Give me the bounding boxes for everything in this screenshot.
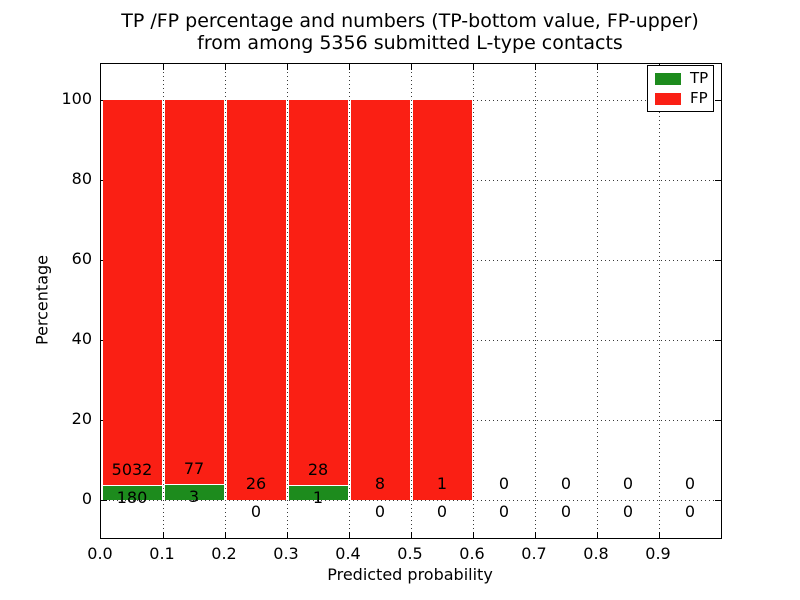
x-gridline [287,64,288,538]
tp-legend-label: TP [690,69,709,87]
x-gridline [411,64,412,538]
x-tick-label: 0.6 [459,544,485,563]
x-tick-label: 0.1 [149,544,175,563]
fp-bar-segment [164,100,224,484]
fp-count-label: 0 [684,474,696,493]
tp-count-label: 1 [312,488,324,508]
x-tick-label: 0.7 [521,544,547,563]
x-tick-label: 0.8 [583,544,609,563]
legend: TP FP [647,65,714,112]
y-tick-label: 40 [71,329,92,348]
x-tick-mark [287,532,288,538]
fp-count-label: 26 [245,474,267,493]
x-tick-mark [349,532,350,538]
x-gridline [659,64,660,538]
chart-title-line2: from among 5356 submitted L-type contact… [197,32,623,54]
fp-legend-label: FP [690,89,708,107]
legend-row-fp: FP [655,89,708,107]
y-tick-label: 0 [81,489,92,508]
tp-count-label: 3 [188,487,200,506]
x-gridline [163,64,164,538]
x-gridline [473,64,474,538]
fp-count-label: 8 [374,474,386,493]
x-tick-mark [535,532,536,538]
x-tick-label: 0.5 [397,544,423,563]
chart-title: TP /FP percentage and numbers (TP-bottom… [10,10,800,54]
y-tick-label: 60 [71,249,92,268]
x-tick-mark-top [287,64,288,70]
tp-count-label: 0 [374,502,386,521]
tp-count-label: 0 [560,502,572,521]
x-tick-label: 0.2 [211,544,237,563]
y-tick-label: 100 [61,89,92,108]
x-gridline [597,64,598,538]
fp-count-label: 0 [622,474,634,493]
tp-count-label: 0 [498,502,510,521]
y-tick-mark [101,500,107,501]
fp-count-label: 77 [183,459,205,478]
y-tick-mark-right [715,180,721,181]
fp-count-label: 0 [498,474,510,493]
x-gridline [225,64,226,538]
fp-count-label: 1 [436,474,448,493]
fp-count-label: 0 [560,474,572,493]
x-tick-mark-top [473,64,474,70]
y-tick-label: 20 [71,409,92,428]
x-axis-label: Predicted probability [327,565,493,584]
x-tick-label: 0.0 [87,544,113,563]
x-tick-label: 0.9 [645,544,671,563]
tp-count-label: 0 [684,502,696,521]
x-tick-mark [473,532,474,538]
fp-count-label: 28 [307,460,329,480]
tp-count-label: 0 [436,502,448,521]
fp-count-label: 5032 [111,460,153,480]
plot-area: 5032 180 77 3 26 0 28 1 8 0 1 0 0 0 0 0 0 0 0 0 [100,63,722,539]
x-tick-mark [597,532,598,538]
tp-legend-swatch [655,72,681,85]
x-tick-mark-top [163,64,164,70]
tp-bar-segment [288,486,348,500]
tp-count-label: 0 [622,502,634,521]
x-tick-mark-top [597,64,598,70]
x-tick-mark-top [225,64,226,70]
fp-bar-segment [350,100,410,500]
y-tick-mark-right [715,260,721,261]
x-tick-label: 0.3 [273,544,299,563]
fp-legend-swatch [655,92,681,105]
x-tick-label: 0.4 [335,544,361,563]
y-tick-label: 80 [71,169,92,188]
fp-bar-segment [226,100,286,500]
y-tick-mark-right [715,340,721,341]
fp-bar-segment [102,100,162,485]
tp-bar-segment [164,485,224,500]
fp-bar-segment [288,100,348,485]
x-tick-mark [411,532,412,538]
tp-count-label: 180 [116,488,148,508]
chart-title-line1: TP /FP percentage and numbers (TP-bottom… [121,10,699,32]
legend-row-tp: TP [655,69,709,87]
y-tick-mark-right [715,500,721,501]
tp-bar-segment [102,486,162,500]
tp-count-label: 0 [250,502,262,521]
x-tick-mark-top [411,64,412,70]
x-tick-mark [163,532,164,538]
x-gridline [349,64,350,538]
x-tick-mark-top [349,64,350,70]
x-tick-mark-top [535,64,536,70]
fp-bar-segment [412,100,472,500]
y-tick-mark-right [715,420,721,421]
x-tick-mark [659,532,660,538]
x-gridline [535,64,536,538]
y-tick-mark-right [715,100,721,101]
x-tick-mark [225,532,226,538]
